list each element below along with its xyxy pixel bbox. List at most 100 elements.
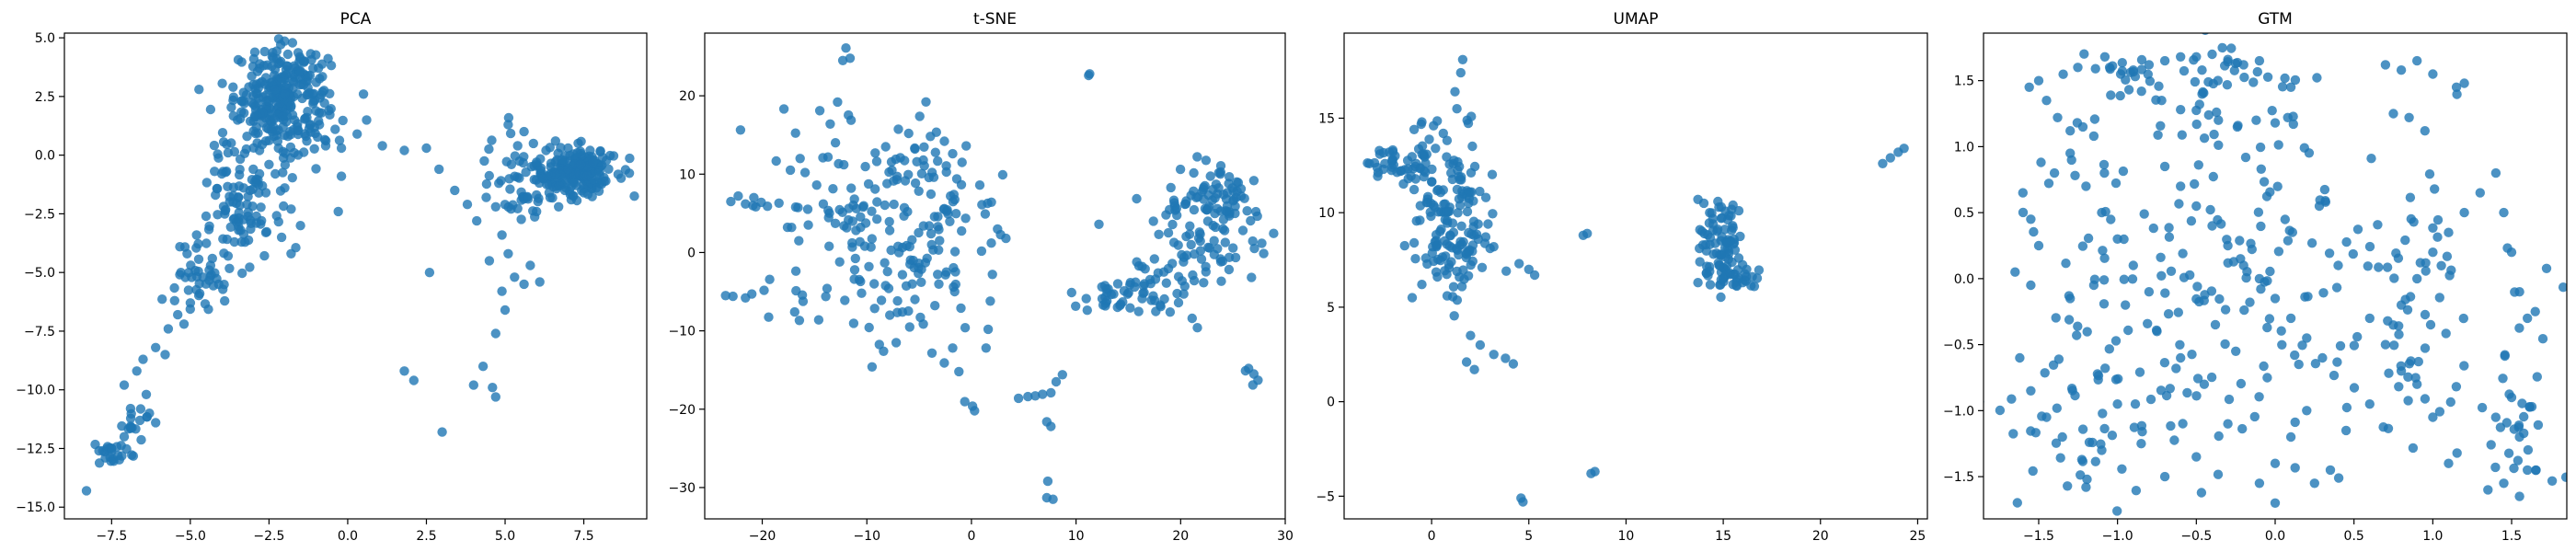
data-point-cluster-2 (1374, 149, 1386, 159)
data-point-cluster-1 (217, 128, 228, 138)
data-point (910, 294, 920, 305)
data-point-cluster-0 (2348, 248, 2358, 259)
data-point-cluster-4 (2509, 463, 2519, 474)
data-point (747, 289, 757, 299)
data-point-cluster-4 (1723, 246, 1734, 256)
data-point-cluster-1 (1195, 246, 1206, 256)
data-point-cluster-0 (864, 322, 874, 333)
data-point-cluster-3 (2191, 391, 2202, 401)
data-point-cluster-3 (2100, 363, 2110, 374)
data-point (960, 323, 971, 333)
data-point-cluster-0 (905, 259, 915, 270)
data-point (2499, 478, 2509, 489)
data-point (880, 142, 891, 152)
data-point-cluster-4 (1752, 273, 1763, 283)
data-point (566, 194, 577, 205)
data-point (506, 159, 517, 169)
data-point-cluster-0 (262, 60, 272, 70)
data-point (985, 296, 995, 306)
data-point (1171, 203, 1182, 213)
data-point-cluster-0 (2164, 232, 2175, 242)
points-pca (81, 34, 639, 496)
data-point-cluster-3 (2051, 313, 2061, 323)
data-point (151, 418, 161, 428)
data-point-cluster-1 (2441, 328, 2451, 339)
data-point-cluster-0 (997, 169, 1008, 180)
data-point (260, 188, 271, 198)
data-point (2081, 482, 2091, 492)
data-point-cluster-1 (2364, 241, 2375, 252)
data-point-cluster-2 (224, 263, 235, 273)
data-point (236, 225, 246, 236)
data-point-cluster-0 (2290, 75, 2301, 86)
data-point-cluster-0 (828, 184, 838, 194)
data-point (951, 174, 962, 184)
data-point (1158, 267, 1169, 277)
y-tick-label: 10 (1318, 206, 1335, 221)
data-point-cluster-0 (794, 316, 805, 326)
data-point-cluster-0 (2190, 178, 2200, 190)
data-point (2412, 55, 2422, 66)
data-point-cluster-3 (521, 167, 531, 178)
data-point-cluster-0 (2206, 286, 2217, 296)
data-point (2099, 52, 2110, 62)
data-point (1202, 216, 1213, 226)
data-point-cluster-0 (2110, 336, 2122, 346)
data-point-cluster-0 (874, 339, 884, 350)
data-point-cluster-3 (1213, 183, 1224, 193)
data-point (941, 267, 951, 277)
data-point (424, 268, 435, 278)
data-point (1192, 323, 1202, 333)
y-tick-label: −2.5 (24, 207, 55, 222)
data-point (885, 310, 895, 320)
data-point (198, 272, 208, 282)
data-point-cluster-3 (1705, 233, 1716, 243)
data-point (876, 295, 887, 305)
data-point (822, 283, 833, 293)
data-point-cluster-1 (1456, 282, 1467, 292)
data-point-cluster-1 (1427, 247, 1438, 259)
data-point (1695, 257, 1705, 267)
data-point-cluster-4 (2547, 476, 2558, 486)
data-point (2077, 121, 2088, 132)
data-point-cluster-1 (2329, 370, 2340, 381)
data-point-cluster-3 (587, 191, 597, 201)
data-point-cluster-0 (2178, 248, 2188, 259)
data-point (859, 241, 870, 251)
data-point-cluster-4 (514, 156, 524, 167)
data-point (1419, 149, 1429, 159)
data-point (1728, 223, 1738, 233)
data-point (559, 185, 570, 196)
data-point-cluster-1 (2349, 383, 2360, 393)
data-point-cluster-0 (2148, 223, 2158, 234)
data-point-cluster-0 (2182, 387, 2192, 398)
data-point (333, 206, 343, 217)
data-point-cluster-1 (2514, 323, 2524, 333)
data-point (1695, 224, 1705, 235)
data-point-cluster-0 (903, 169, 914, 179)
data-point-cluster-1 (1248, 236, 1258, 247)
data-point-cluster-1 (2445, 397, 2455, 408)
data-point-cluster-0 (856, 212, 866, 222)
data-point-cluster-3 (2051, 438, 2062, 448)
data-point-cluster-1 (213, 149, 223, 159)
data-point (1466, 330, 1476, 340)
data-point (2428, 247, 2438, 258)
data-point (1429, 200, 1439, 211)
data-point (1455, 67, 1466, 78)
data-point-cluster-0 (233, 54, 244, 65)
data-point-cluster-1 (1168, 195, 1179, 205)
data-point-cluster-2 (2229, 65, 2239, 75)
y-tick-label: 0 (1327, 396, 1335, 410)
data-point-cluster-0 (278, 167, 288, 178)
data-point (490, 201, 500, 212)
data-point-cluster-0 (802, 204, 813, 214)
data-point (2333, 260, 2343, 270)
data-point-cluster-0 (880, 281, 891, 291)
data-point (1030, 391, 1041, 401)
data-point-cluster-1 (1440, 214, 1451, 224)
data-point (867, 362, 878, 372)
data-point (242, 200, 252, 210)
data-point-cluster-0 (2264, 314, 2275, 324)
data-point (2053, 112, 2063, 122)
